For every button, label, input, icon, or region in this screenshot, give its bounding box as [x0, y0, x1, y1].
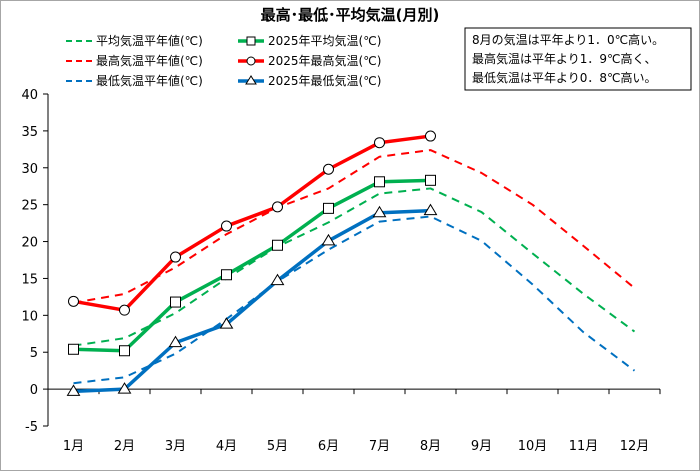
y-tick-label: 15	[21, 272, 38, 287]
y-tick-label: 10	[21, 309, 38, 324]
legend-entry: 2025年最低気温(℃)	[238, 73, 381, 88]
series-2025-point	[119, 345, 130, 357]
series-2025-point	[270, 273, 285, 286]
series-2025-point	[323, 163, 334, 175]
series-2025-point	[219, 317, 234, 329]
x-tick-label: 7月	[369, 439, 390, 454]
legend: 平均気温平年値(℃) 2025年平均気温(℃) 最高気温平年値(℃) 2025年最高気…	[66, 33, 381, 88]
x-tick-label: 3月	[165, 439, 186, 454]
x-tick-label: 5月	[267, 439, 288, 454]
series-2025-point	[221, 269, 232, 281]
x-tick-label: 1月	[63, 439, 84, 454]
plot-area: -5 0 5 10 15 20 25 30 35 40 1月 2月 3月 4月 5月 6月 7月 8月 9月 10月 1…	[21, 88, 661, 454]
x-tick-label: 6月	[318, 439, 339, 454]
series-2025-line	[73, 208, 431, 394]
series-normal-line	[73, 187, 636, 347]
y-tick-label: 5	[30, 346, 38, 361]
y-tick-label: 20	[21, 236, 38, 251]
note-line: 最低気温は平年より0．8℃高い。	[472, 70, 657, 85]
legend-entry: 2025年平均気温(℃)	[238, 33, 381, 48]
series-2025-point	[423, 203, 438, 216]
legend-entry: 平均気温平年値(℃)	[66, 33, 203, 48]
x-tick-label: 9月	[471, 439, 492, 454]
series-2025-point	[66, 384, 81, 396]
series-2025-line	[73, 134, 431, 312]
series-normal-line	[73, 215, 636, 385]
series-2025-point	[221, 220, 232, 232]
legend-label: 2025年最低気温(℃)	[268, 73, 381, 88]
series-2025-point	[323, 202, 334, 214]
legend-label: 2025年最高気温(℃)	[268, 53, 381, 68]
series-2025-point	[117, 382, 132, 394]
series-2025-point	[425, 174, 436, 186]
series-2025-point	[68, 295, 79, 307]
y-tick-label: 40	[21, 88, 38, 103]
x-tick-label: 4月	[216, 439, 237, 454]
series-2025-point	[170, 251, 181, 263]
y-tick-label: 25	[21, 199, 38, 214]
series-2025-point	[372, 205, 387, 218]
y-tick-label: 30	[21, 162, 38, 177]
legend-marker	[245, 75, 257, 85]
x-tick-label: 11月	[569, 439, 599, 454]
note-frame	[464, 27, 692, 91]
y-tick-label: 0	[30, 383, 38, 398]
series-2025-line	[73, 178, 431, 353]
legend-label: 最低気温平年値(℃)	[96, 73, 203, 88]
legend-entry: 最低気温平年値(℃)	[66, 73, 203, 88]
x-tick-label: 8月	[420, 439, 441, 454]
legend-marker	[246, 56, 256, 66]
series-2025-point	[321, 233, 336, 246]
series-2025-point	[168, 335, 183, 348]
legend-entry: 最高気温平年値(℃)	[66, 53, 203, 68]
chart-title: 最高･最低･平均気温(月別)	[261, 6, 440, 24]
legend-entry: 2025年最高気温(℃)	[238, 53, 381, 68]
x-tick-label: 12月	[620, 439, 650, 454]
note-box: 8月の気温は平年より1．0℃高い。最高気温は平年より1．9℃高く、最低気温は平年…	[464, 27, 692, 91]
legend-label: 平均気温平年値(℃)	[96, 33, 203, 48]
series-2025-point	[272, 239, 283, 251]
y-tick-label: -5	[25, 420, 38, 435]
series-2025-point	[272, 201, 283, 213]
legend-label: 最高気温平年値(℃)	[96, 53, 203, 68]
series-2025-point	[119, 304, 130, 316]
series-2025-point	[425, 130, 436, 142]
x-tick-label: 10月	[518, 439, 548, 454]
legend-label: 2025年平均気温(℃)	[268, 33, 381, 48]
series-2025-point	[68, 343, 79, 355]
legend-marker	[246, 36, 256, 46]
note-line: 最高気温は平年より1．9℃高く、	[472, 51, 657, 66]
series-2025-point	[170, 296, 181, 308]
x-tick-label: 2月	[114, 439, 135, 454]
series-2025-point	[374, 176, 385, 188]
series-2025-point	[374, 137, 385, 149]
series-normal-line	[73, 149, 636, 304]
y-tick-label: 35	[21, 125, 38, 140]
note-line: 8月の気温は平年より1．0℃高い。	[472, 32, 664, 47]
